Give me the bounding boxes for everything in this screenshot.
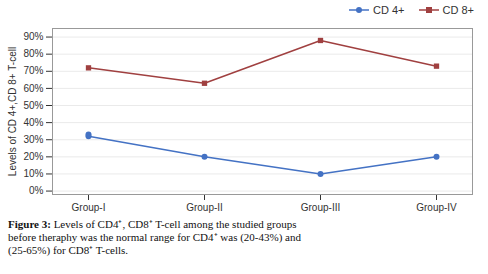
svg-text:Group-IV: Group-IV xyxy=(416,202,457,213)
svg-text:Group-III: Group-III xyxy=(301,202,340,213)
html-text:CD 8+: CD 8+ xyxy=(442,4,474,16)
svg-text:60%: 60% xyxy=(23,83,43,94)
svg-text:40%: 40% xyxy=(23,117,43,128)
svg-text:20%: 20% xyxy=(23,151,43,162)
svg-text:Group-II: Group-II xyxy=(186,202,223,213)
svg-text:10%: 10% xyxy=(23,168,43,179)
html-text:Figure 3: Levels of CD4⁺, CD8⁺: Figure 3: Levels of CD4⁺, CD8⁺ T-cell am… xyxy=(8,218,301,257)
svg-text:Levels of CD 4+,CD 8+ T-cell: Levels of CD 4+,CD 8+ T-cell xyxy=(7,47,18,176)
svg-text:30%: 30% xyxy=(23,134,43,145)
svg-text:0%: 0% xyxy=(29,185,44,196)
svg-text:90%: 90% xyxy=(23,31,43,42)
svg-text:Group-I: Group-I xyxy=(72,202,106,213)
svg-text:80%: 80% xyxy=(23,48,43,59)
svg-text:70%: 70% xyxy=(23,65,43,76)
html-text:CD 4+: CD 4+ xyxy=(373,4,405,16)
svg-text:50%: 50% xyxy=(23,100,43,111)
